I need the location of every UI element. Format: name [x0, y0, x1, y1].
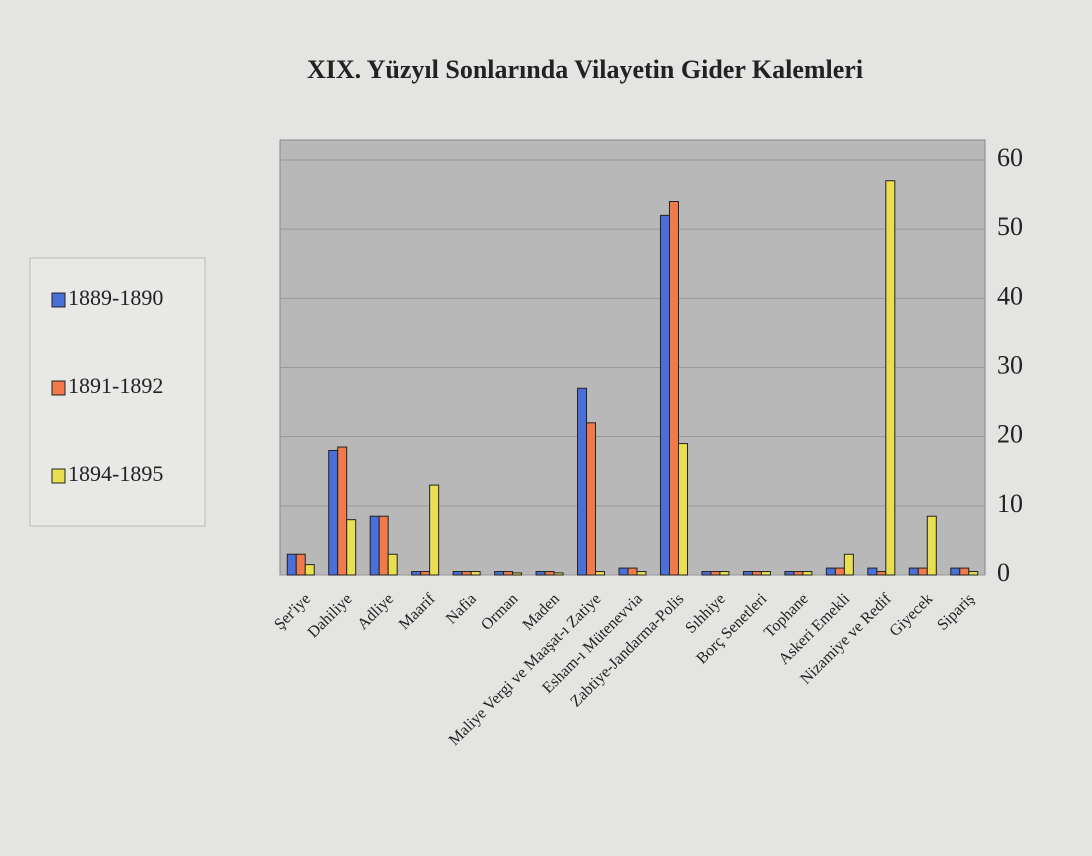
bar — [751, 571, 762, 576]
bar — [470, 571, 481, 576]
bar — [369, 515, 380, 576]
bar — [710, 571, 721, 576]
bar — [295, 553, 306, 576]
bar — [802, 571, 813, 576]
plot-area — [279, 139, 986, 576]
y-tick-label: 20 — [997, 420, 1023, 449]
legend-label: 1889-1890 — [68, 285, 163, 310]
bar — [286, 553, 297, 576]
bar — [420, 571, 431, 576]
bar — [959, 567, 970, 576]
bar — [636, 571, 647, 576]
legend-label: 1891-1892 — [68, 373, 163, 398]
bar — [535, 571, 546, 576]
bar — [668, 201, 679, 576]
legend-swatch — [51, 292, 66, 308]
bar — [304, 564, 315, 576]
bar — [544, 571, 555, 576]
bar — [784, 571, 795, 576]
bar — [346, 519, 357, 576]
bar — [659, 214, 670, 576]
bar — [378, 515, 389, 576]
bar — [677, 443, 688, 576]
bar — [586, 422, 597, 576]
bar — [867, 567, 878, 576]
bar — [701, 571, 712, 576]
bar — [926, 515, 937, 576]
bar — [328, 450, 339, 576]
y-tick-label: 30 — [997, 350, 1023, 379]
bar — [494, 571, 505, 576]
bar — [512, 572, 523, 576]
y-tick-label: 0 — [997, 558, 1010, 587]
bar — [452, 571, 463, 576]
bar — [876, 571, 887, 576]
bar — [950, 567, 961, 576]
legend-swatch — [51, 468, 66, 484]
bar — [834, 567, 845, 576]
bar — [553, 572, 564, 576]
legend-label: 1894-1895 — [68, 461, 163, 486]
bar — [461, 571, 472, 576]
bar — [387, 553, 398, 576]
bar — [760, 571, 771, 576]
bar — [719, 571, 730, 576]
chart-title: XIX. Yüzyıl Sonlarında Vilayetin Gider K… — [307, 55, 863, 84]
bar — [843, 553, 854, 576]
y-tick-label: 40 — [997, 281, 1023, 310]
bar — [503, 571, 514, 576]
bar — [885, 180, 896, 576]
bar — [968, 571, 979, 576]
bar — [627, 567, 638, 576]
bar — [825, 567, 836, 576]
bar — [411, 571, 422, 576]
bar — [595, 571, 606, 576]
bar — [908, 567, 919, 576]
y-tick-label: 50 — [997, 212, 1023, 241]
bar — [793, 571, 804, 576]
bar — [742, 571, 753, 576]
bar — [618, 567, 629, 576]
bar — [577, 387, 588, 576]
legend-swatch — [51, 380, 66, 396]
bar — [337, 446, 348, 576]
y-tick-label: 10 — [997, 489, 1023, 518]
bar — [429, 484, 440, 576]
y-tick-label: 60 — [997, 143, 1023, 172]
bar — [917, 567, 928, 576]
